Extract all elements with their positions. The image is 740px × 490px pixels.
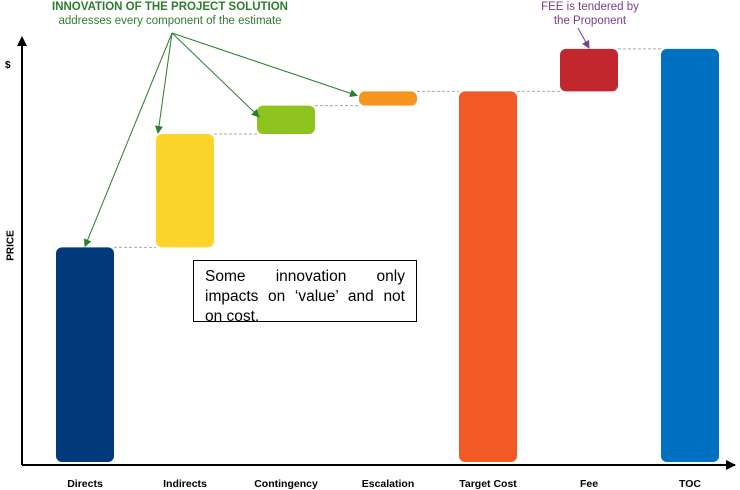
bar-escalation (359, 91, 417, 106)
x-tick-directs: Directs (67, 478, 103, 490)
connector-lines (114, 48, 661, 248)
bar-indirects (156, 133, 214, 248)
x-tick-toc: TOC (679, 478, 701, 490)
bar-toc (661, 48, 719, 463)
fee-annotation-line1: FEE is tendered by (541, 1, 639, 13)
bar-fee (560, 48, 618, 92)
fee-arrow (577, 27, 590, 49)
x-tick-contingency: Contingency (254, 478, 318, 490)
x-tick-fee: Fee (580, 478, 598, 490)
x-tick-escalation: Escalation (362, 478, 415, 490)
bar-contingency (257, 105, 315, 134)
y-axis-label: PRICE (5, 230, 17, 261)
annotation-arrows (83, 27, 590, 248)
innovation-arrow-indirects (155, 32, 173, 134)
fee-annotation-line2: the Proponent (553, 15, 627, 27)
bar-target-cost (459, 91, 517, 463)
innovation-annotation-subtitle: addresses every component of the estimat… (58, 15, 282, 27)
value-note-box: Some innovation only impacts on ‘value’ … (193, 260, 417, 325)
y-axis-unit: $ (5, 60, 11, 71)
x-tick-indirects: Indirects (163, 478, 207, 490)
innovation-arrow-contingency (171, 32, 260, 118)
bar-directs (56, 247, 114, 462)
fee-annotation: FEE is tendered by the Proponent (520, 0, 660, 28)
x-tick-labels: Directs Indirects Contingency Escalation Tar… (67, 478, 701, 490)
x-tick-target-cost: Target Cost (459, 478, 517, 490)
innovation-arrow-directs (83, 32, 173, 248)
bars-group (56, 48, 719, 463)
innovation-annotation-title: INNOVATION OF THE PROJECT SOLUTION (52, 1, 288, 13)
innovation-arrow-escalation (171, 32, 358, 98)
